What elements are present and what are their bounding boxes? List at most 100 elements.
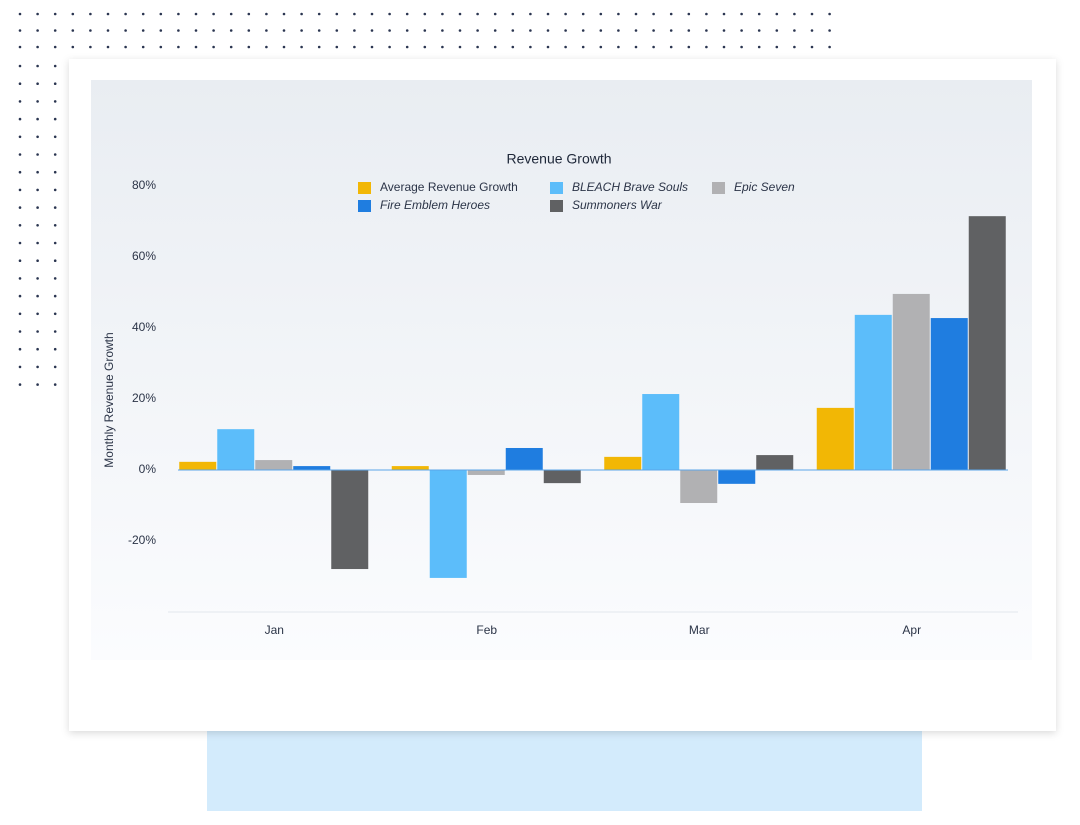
bar [543,470,581,484]
dot [423,45,427,49]
dot [564,29,567,32]
dot [388,12,391,16]
dot [229,45,233,49]
dot [53,224,57,227]
bar [642,394,680,470]
bar [255,460,293,470]
dot [353,29,356,32]
dot [36,12,39,16]
dot [53,365,57,369]
dot [18,277,22,280]
bar [892,293,930,470]
dot [564,12,567,16]
dot [36,365,39,369]
bar [718,470,756,484]
dot [141,45,145,49]
dot [564,45,567,49]
dot [793,29,796,32]
dot [36,45,39,49]
dot [265,12,268,16]
dot [36,259,39,263]
dot [722,29,726,32]
dot [599,29,603,32]
bar [930,318,968,470]
dot [53,206,57,209]
legend-label: BLEACH Brave Souls [572,180,688,194]
dot [53,64,57,68]
dot [493,29,497,32]
y-tick-label: 0% [139,462,157,476]
dot [810,12,814,16]
dot [141,12,145,16]
dot [36,100,39,103]
dot [36,312,39,316]
dot [599,12,603,16]
dot [441,29,444,32]
bar [968,216,1006,470]
y-tick-label: 40% [132,320,156,334]
dot [599,45,603,49]
dot [441,45,444,49]
dot [124,12,127,16]
dot [89,45,92,49]
dot [177,29,180,32]
dot [36,224,39,227]
dot [194,45,198,49]
dot [687,29,691,32]
dot [18,117,22,121]
legend-label: Average Revenue Growth [380,180,518,194]
x-tick-label: Mar [689,623,710,637]
dot [124,45,127,49]
dot [617,12,620,16]
dot [53,259,57,263]
dot [740,45,743,49]
dot [106,12,110,16]
bar [604,456,642,470]
dot [159,29,163,32]
bar [816,407,854,470]
dot [335,29,339,32]
dot [793,12,796,16]
dot [36,64,39,68]
y-tick-label: 20% [132,391,156,405]
y-tick-label: -20% [128,533,156,547]
dot [828,12,831,16]
bar [331,470,369,570]
dot [18,347,22,351]
chart-title: Revenue Growth [506,151,611,167]
bar [467,470,505,475]
dot [53,117,57,121]
dot [53,330,57,333]
legend-label: Fire Emblem Heroes [380,198,490,212]
dot [36,117,39,121]
bar [429,470,467,578]
dot [36,206,39,209]
dot [828,29,831,32]
legend-label: Summoners War [572,198,663,212]
dot [458,12,462,16]
dot [89,29,92,32]
bar [179,461,217,470]
dot [810,29,814,32]
dot [493,45,497,49]
dot [177,12,180,16]
dot [405,12,409,16]
dot [53,294,57,298]
dot [53,383,57,386]
dot [687,45,691,49]
dot [71,45,75,49]
dot [53,12,57,16]
dot [529,12,532,16]
dot [810,45,814,49]
dot [441,12,444,16]
dot [634,45,638,49]
dot [36,383,39,386]
dot [36,347,39,351]
dot [740,29,743,32]
dot [212,12,215,16]
dot [458,45,462,49]
dot [353,12,356,16]
dot [53,100,57,103]
